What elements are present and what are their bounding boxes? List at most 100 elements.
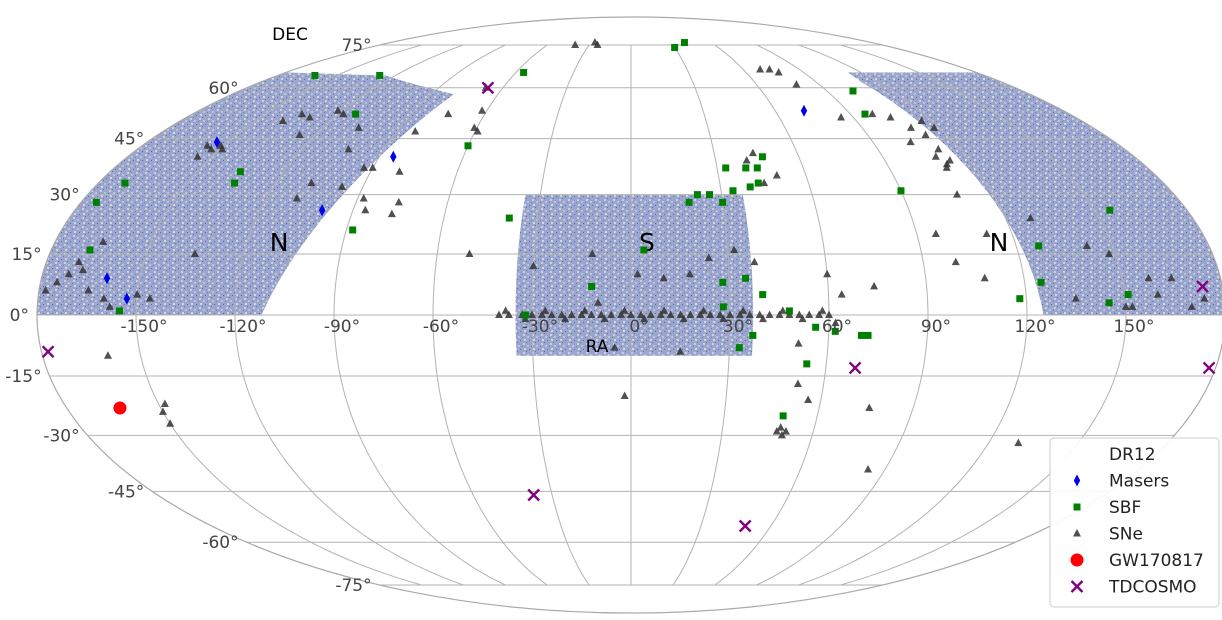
- sne-point: [292, 193, 301, 202]
- y-axis-label: DEC: [272, 25, 308, 45]
- masers-point: [318, 204, 326, 217]
- sne-point: [587, 310, 596, 318]
- ra-tick-label: 60°: [822, 317, 852, 337]
- sbf-point: [116, 307, 124, 315]
- sne-point: [160, 399, 169, 408]
- ra-tick-label: -90°: [324, 317, 360, 337]
- legend-swatch-tdcosmo-stroke: [1070, 580, 1084, 593]
- sne-point: [760, 178, 769, 187]
- sne-point: [166, 419, 175, 427]
- sne-point: [765, 65, 774, 73]
- sne-point: [864, 465, 873, 473]
- tdcosmo-point: [41, 345, 55, 359]
- sne-point: [1128, 302, 1137, 310]
- dec-tick-label: 0°: [10, 306, 29, 326]
- tdcosmo-point-stroke: [1202, 361, 1216, 375]
- sbf-point: [803, 360, 811, 368]
- sne-point: [620, 391, 629, 400]
- sne-point: [580, 306, 589, 314]
- sne-point: [297, 109, 306, 118]
- sne-point: [686, 310, 695, 318]
- sne-point: [465, 249, 474, 257]
- dec-tick-label: 60°: [208, 79, 238, 99]
- sne-point: [344, 144, 353, 153]
- sne-point: [792, 80, 801, 88]
- sne-point: [636, 310, 645, 318]
- meridian-line: [840, 44, 1127, 586]
- tdcosmo-point: [848, 361, 862, 375]
- sbf-point: [521, 311, 529, 319]
- sne-point: [704, 253, 713, 262]
- sne-point: [793, 379, 802, 388]
- sbf-point: [352, 110, 360, 118]
- sne-point: [699, 306, 708, 314]
- sne-point: [597, 310, 606, 318]
- sne-point: [278, 116, 287, 124]
- sne-point: [765, 310, 774, 318]
- sne-point: [798, 314, 807, 323]
- series-gw170817: [113, 401, 127, 415]
- tdcosmo-point: [1202, 361, 1216, 375]
- dr12-footprint: [37, 72, 1222, 356]
- sbf-point: [121, 179, 129, 187]
- sbf-point: [729, 187, 737, 195]
- sbf-point: [349, 226, 357, 234]
- sne-point: [627, 310, 635, 318]
- sne-point: [84, 286, 93, 294]
- sbf-point: [680, 39, 688, 47]
- sne-point: [295, 130, 304, 138]
- sne-point: [951, 257, 960, 266]
- tdcosmo-point-stroke: [1196, 280, 1209, 293]
- sbf-point: [520, 68, 528, 76]
- sne-point: [99, 294, 108, 302]
- sne-point: [501, 306, 510, 314]
- sne-point: [571, 40, 580, 48]
- sbf-point: [230, 179, 238, 187]
- sne-point: [567, 310, 576, 318]
- sne-point: [617, 310, 626, 318]
- meridian-line: [333, 44, 506, 586]
- region-label: N: [270, 228, 289, 257]
- legend-label: SBF: [1109, 498, 1141, 518]
- sbf-point: [831, 327, 839, 335]
- dec-tick-label: 75°: [342, 36, 372, 56]
- sne-point: [600, 314, 609, 323]
- sbf-point: [719, 278, 727, 286]
- ra-tick-label: 0°: [629, 317, 648, 337]
- sne-point: [1026, 213, 1035, 222]
- sne-point: [1082, 241, 1091, 249]
- sne-point: [758, 314, 767, 323]
- legend-label: DR12: [1109, 445, 1156, 465]
- meridian-line: [432, 44, 548, 586]
- sne-point: [1200, 294, 1209, 302]
- tdcosmo-point: [1196, 280, 1209, 293]
- sne-point: [593, 40, 602, 48]
- sne-point: [837, 290, 846, 298]
- sne-point: [360, 163, 369, 171]
- sne-point: [145, 294, 154, 302]
- sne-point: [99, 237, 108, 245]
- sne-point: [930, 123, 939, 131]
- tdcosmo-point-stroke: [527, 488, 541, 502]
- sne-point: [478, 106, 487, 114]
- ra-tick-label: 30°: [723, 317, 753, 337]
- sbf-point: [812, 323, 820, 331]
- sne-point: [395, 167, 404, 175]
- sne-point: [577, 310, 586, 318]
- sbf-point: [1106, 206, 1114, 214]
- sne-point: [776, 423, 785, 431]
- sne-point: [158, 407, 167, 415]
- sne-point: [772, 170, 781, 179]
- sbf-point: [864, 331, 872, 339]
- series-sbf: [86, 39, 1132, 420]
- sne-point: [815, 310, 824, 318]
- sne-point: [656, 310, 665, 318]
- sne-point: [541, 306, 550, 314]
- legend-label: GW170817: [1109, 551, 1204, 571]
- sne-point: [1071, 294, 1080, 302]
- tdcosmo-point-stroke: [41, 345, 55, 359]
- series-masers: [103, 104, 808, 305]
- sne-point: [1187, 302, 1196, 310]
- sne-point: [748, 148, 757, 157]
- sne-point: [778, 306, 787, 314]
